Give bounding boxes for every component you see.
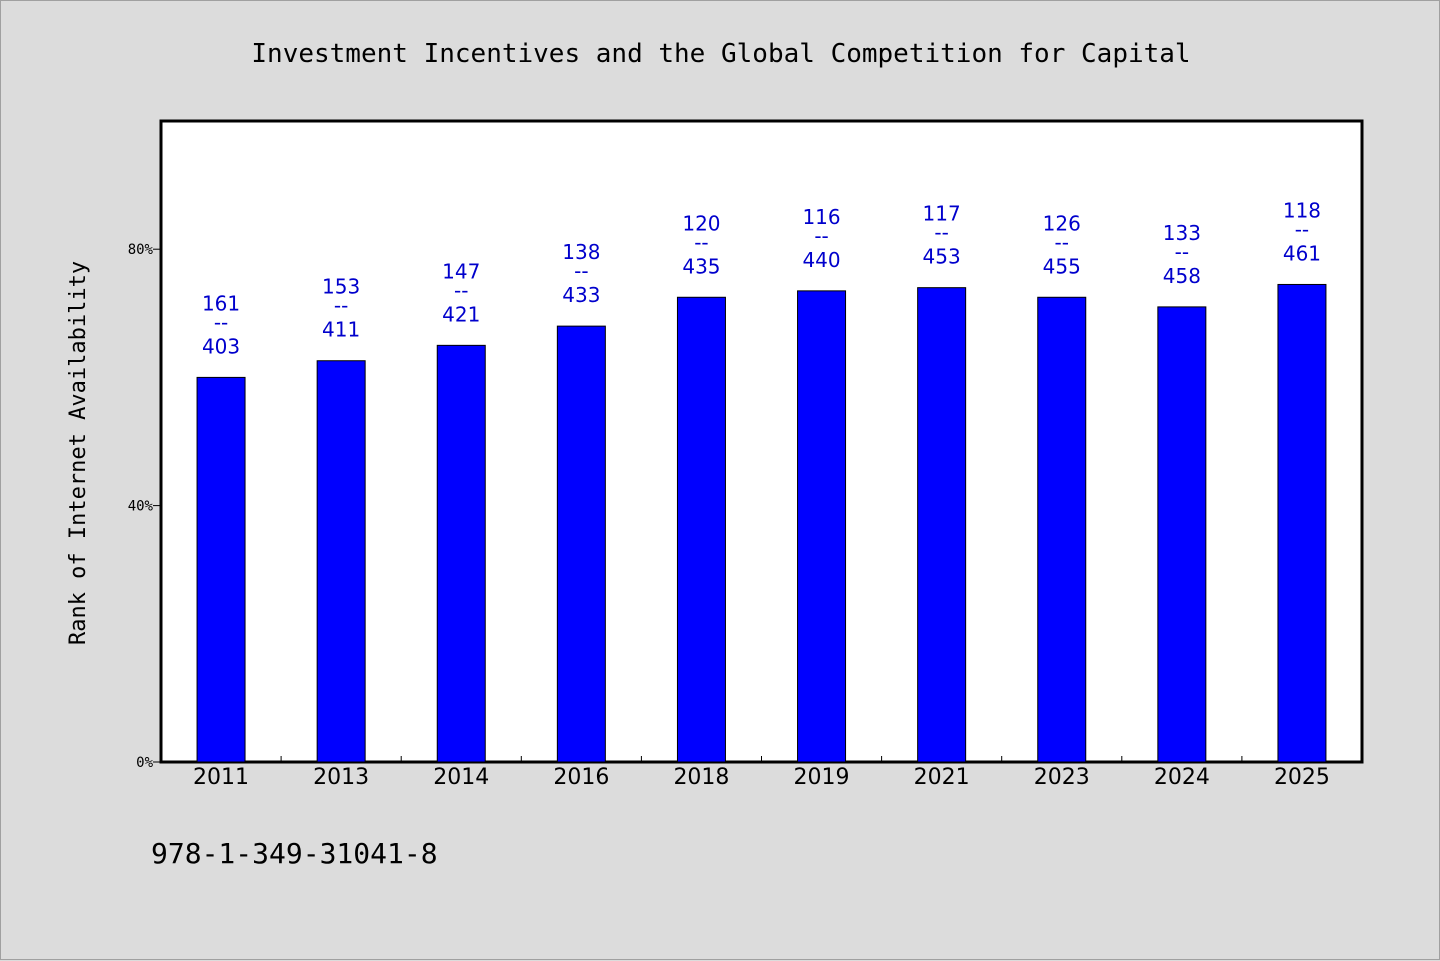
data-label-separator: -- bbox=[334, 294, 348, 318]
data-label-separator: -- bbox=[214, 310, 228, 334]
data-label-separator: -- bbox=[454, 278, 468, 302]
bars bbox=[196, 283, 1327, 763]
x-tick-label: 2014 bbox=[433, 765, 489, 790]
data-label-total: 440 bbox=[802, 248, 840, 272]
data-label-separator: -- bbox=[1295, 217, 1309, 241]
data-label-rank: 138 bbox=[562, 240, 600, 264]
y-axis-label: Rank of Internet Availability bbox=[66, 261, 91, 645]
data-label-total: 421 bbox=[442, 302, 480, 326]
x-tick-label: 2018 bbox=[673, 765, 729, 790]
bar-2023 bbox=[1037, 296, 1087, 763]
bar-2019 bbox=[797, 290, 847, 763]
data-label-rank: 126 bbox=[1043, 211, 1081, 235]
x-tick-label: 2016 bbox=[553, 765, 609, 790]
data-label-rank: 117 bbox=[923, 202, 961, 226]
data-label-separator: -- bbox=[1055, 230, 1069, 254]
data-label-rank: 147 bbox=[442, 259, 480, 283]
data-label-rank: 118 bbox=[1283, 198, 1321, 222]
data-label-separator: -- bbox=[694, 230, 708, 254]
data-label-total: 435 bbox=[682, 254, 720, 278]
x-tick-label: 2011 bbox=[193, 765, 249, 790]
x-ticks: 2011 2013 2014 2016 2018 2019 2021 2023 2024 2025 bbox=[193, 756, 1330, 790]
chart-title: Investment Incentives and the Global Com… bbox=[251, 39, 1190, 69]
x-tick-label: 2024 bbox=[1154, 765, 1210, 790]
x-tick-label: 2021 bbox=[914, 765, 970, 790]
x-tick-label: 2013 bbox=[313, 765, 369, 790]
data-label-separator: -- bbox=[814, 224, 828, 248]
x-tick-label: 2025 bbox=[1274, 765, 1330, 790]
data-label-rank: 153 bbox=[322, 275, 360, 299]
data-label-total: 411 bbox=[322, 318, 360, 342]
y-tick-label: 40% bbox=[128, 499, 154, 515]
data-label-total: 403 bbox=[202, 334, 240, 358]
data-label-total: 455 bbox=[1043, 254, 1081, 278]
data-labels: 161--403153--411147--421138--433120--435… bbox=[202, 198, 1321, 358]
data-label-rank: 120 bbox=[682, 211, 720, 235]
data-label-total: 461 bbox=[1283, 241, 1321, 265]
x-tick-label: 2019 bbox=[794, 765, 850, 790]
x-tick-label: 2023 bbox=[1034, 765, 1090, 790]
bar-2016 bbox=[556, 325, 606, 763]
data-label-total: 433 bbox=[562, 283, 600, 307]
bar-2024 bbox=[1157, 306, 1207, 763]
y-ticks: 0% 40% 80% bbox=[128, 242, 161, 771]
bar-2021 bbox=[917, 287, 967, 763]
y-tick-label: 0% bbox=[136, 755, 153, 771]
isbn-footer: 978-1-349-31041-8 bbox=[151, 837, 438, 870]
data-label-rank: 161 bbox=[202, 291, 240, 315]
data-label-separator: -- bbox=[934, 221, 948, 245]
data-label-separator: -- bbox=[1175, 240, 1189, 264]
data-label-rank: 116 bbox=[802, 205, 840, 229]
bar-2014 bbox=[436, 344, 486, 763]
data-label-total: 453 bbox=[923, 245, 961, 269]
bar-2011 bbox=[196, 376, 246, 763]
bar-2025 bbox=[1277, 283, 1327, 763]
bar-2013 bbox=[316, 360, 366, 763]
data-label-rank: 133 bbox=[1163, 221, 1201, 245]
y-tick-label: 80% bbox=[128, 242, 154, 258]
data-label-separator: -- bbox=[574, 259, 588, 283]
bar-2018 bbox=[676, 296, 726, 763]
data-label-total: 458 bbox=[1163, 264, 1201, 288]
